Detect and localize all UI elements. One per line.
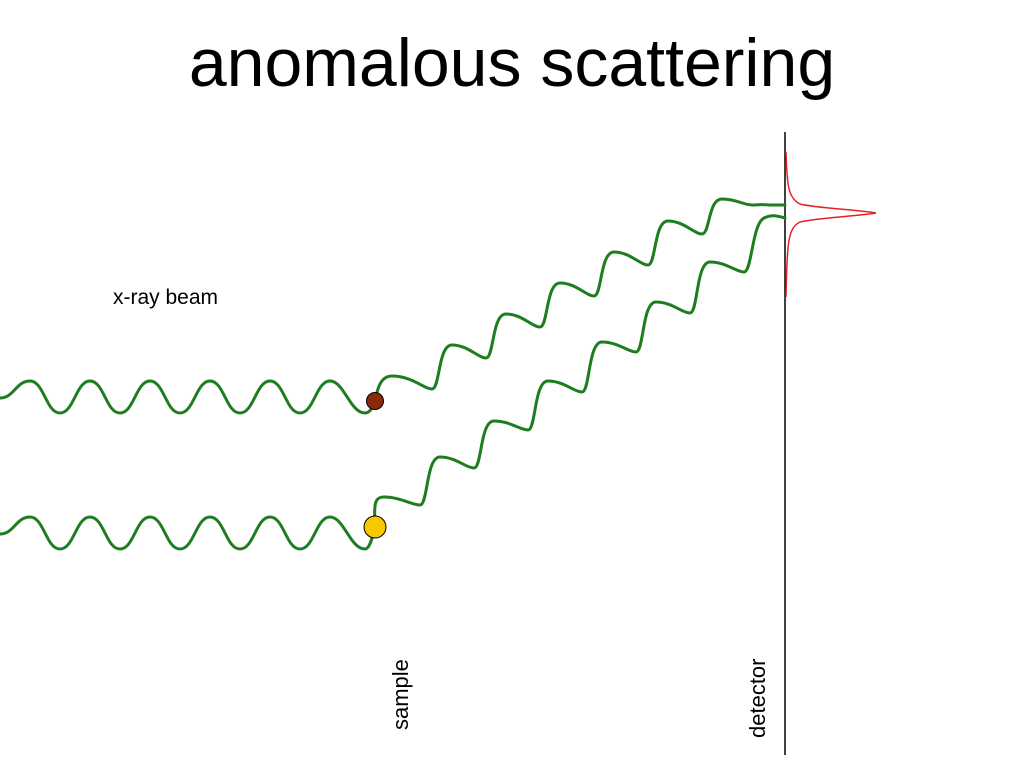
x-ray-beam-label: x-ray beam [113,286,219,309]
sample-label: sample [388,659,413,730]
scattered-wave-top [373,197,787,403]
incident-wave-bottom [0,515,377,551]
detector-label: detector [745,658,770,739]
scattered-wave-bottom [373,214,787,529]
intensity-peak-curve [785,151,877,298]
slide-title: anomalous scattering [188,25,836,101]
normal-scatterer-atom [363,515,387,539]
incident-wave-top [0,379,377,415]
anomalous-scatterer-atom [366,392,384,410]
